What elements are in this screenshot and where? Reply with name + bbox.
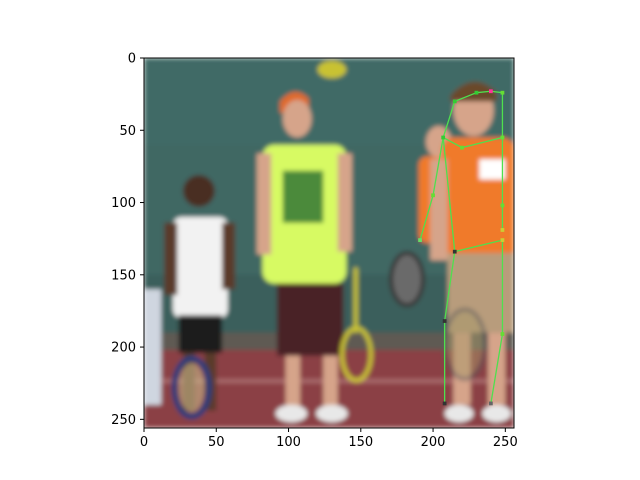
keypoint-right-elbow [500,203,505,208]
keypoint-right-ankle [488,401,493,406]
y-tick-label: 100 [111,196,136,211]
x-tick-label: 150 [348,435,373,450]
keypoint-left-elbow [431,193,435,198]
skeleton-limb-left-hip-to-right-hip-low [454,239,503,253]
racket-center [388,250,426,308]
axes-frame [143,57,515,429]
skeleton-limb-neck-to-chest [442,136,463,149]
skeleton-limb-head-top-left-to-left-shoulder [454,92,477,102]
teen-lime-shirt [256,91,374,423]
keypoint-left-wrist [418,238,422,242]
keypoint-right-knee [500,332,505,336]
skeleton-limb-neck-to-left-elbow [432,137,444,196]
skeleton-limb-right-knee-to-right-ankle [490,333,504,404]
x-tick-label: 200 [421,435,446,450]
keypoint-right-hip [500,228,505,232]
keypoint-head-top-left [474,90,479,95]
y-tick-label: 200 [111,341,136,356]
keypoint-neck [441,135,446,140]
keypoint-left-knee [442,319,447,323]
skeleton-limb-chest-to-right-shoulder [461,136,503,149]
keypoint-chest [460,145,464,150]
keypoint-left-hip [452,249,457,254]
x-axis: 0 50 100 150 200 250 [140,428,518,450]
keypoint-left-shoulder [452,99,457,104]
photo-image [144,58,514,428]
y-axis: 0 50 100 150 200 250 [111,52,144,428]
y-tick-label: 0 [128,52,136,67]
skeleton-limb-neck-to-left-hip [442,137,456,252]
keypoint-head-top-right [500,90,505,95]
ball-top [317,60,347,79]
boy-white-shirt [164,175,236,420]
x-tick-label: 0 [140,435,148,450]
y-tick-label: 50 [119,124,136,139]
pose-overlay [418,89,505,406]
skeleton-limb-head-top-center-to-head-top-right [490,90,503,94]
y-tick-label: 250 [111,413,136,428]
keypoint-left-ankle [442,401,447,406]
keypoint-right-hip-low [500,238,505,242]
skeleton-limb-left-elbow-to-left-wrist [419,195,434,241]
y-tick-label: 150 [111,268,136,283]
x-tick-label: 50 [208,435,225,450]
x-tick-label: 250 [493,435,518,450]
skeleton-limb-left-hip-to-left-knee [443,251,456,322]
keypoint-head-top-center [488,89,493,94]
keypoint-right-shoulder [500,135,505,140]
x-tick-label: 100 [276,435,301,450]
skeleton-limb-head-top-left-to-head-top-center [476,90,491,94]
left-edge-person [144,289,162,405]
skeleton-limb-left-shoulder-to-neck [442,101,456,138]
